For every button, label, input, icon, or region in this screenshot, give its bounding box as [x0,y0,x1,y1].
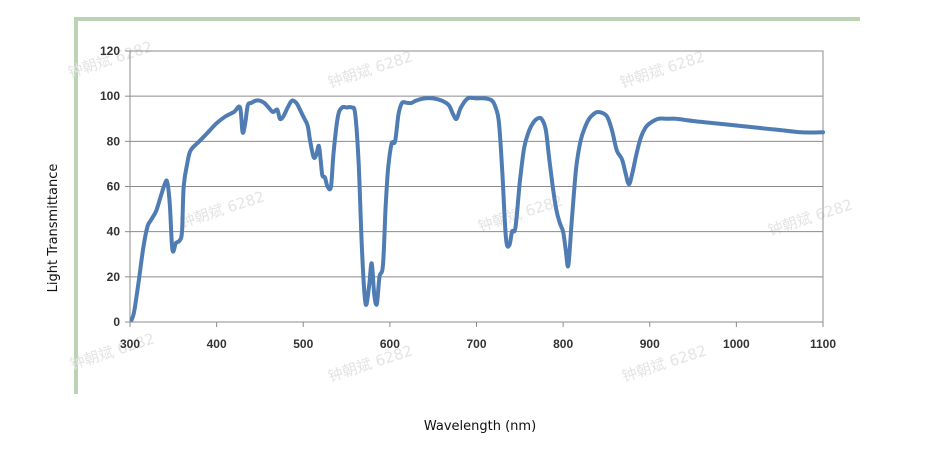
y-tick-label: 80 [107,134,121,148]
y-tick-label: 120 [100,44,120,58]
watermark: 钟朝斌 6282 [68,330,157,374]
y-axis-title: Light Transmittance [46,164,61,293]
watermark: 钟朝斌 6282 [178,188,267,232]
x-tick-label: 1100 [810,337,836,351]
watermark: 钟朝斌 6282 [326,342,415,386]
y-tick-label: 60 [107,180,121,194]
watermark: 钟朝斌 6282 [326,48,415,92]
y-tick-label: 0 [113,315,120,329]
x-tick-label: 900 [640,337,660,351]
x-tick-label: 700 [466,337,486,351]
x-axis-title: Wavelength (nm) [424,419,536,434]
y-axis-ticks: 0 20 40 60 80 100 120 [100,44,130,329]
y-tick-label: 40 [107,225,121,239]
gridlines [130,50,823,323]
x-tick-label: 400 [207,337,227,351]
y-tick-label: 20 [107,270,121,284]
x-tick-label: 1000 [723,337,750,351]
watermark: 钟朝斌 6282 [766,196,855,240]
x-tick-label: 500 [293,337,313,351]
watermark: 钟朝斌 6282 [618,48,707,92]
x-tick-label: 300 [120,337,140,351]
x-tick-label: 600 [380,337,400,351]
transmittance-curve [129,95,825,322]
watermark: 钟朝斌 6282 [620,342,709,386]
x-tick-label: 800 [553,337,573,351]
x-axis-ticks: 300 400 500 600 700 800 900 1000 1100 [120,322,836,351]
y-tick-label: 100 [100,89,120,103]
